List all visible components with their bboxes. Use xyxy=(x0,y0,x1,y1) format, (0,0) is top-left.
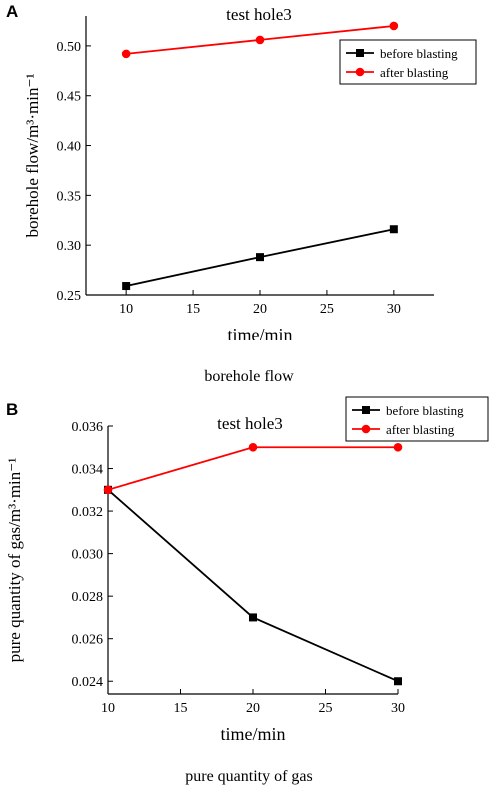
legend-marker xyxy=(361,424,371,434)
data-point-after-blasting xyxy=(393,442,403,452)
data-point-before-blasting xyxy=(249,613,257,622)
chart-pure-quantity-of-gas: 0.024 0.026 0.028 0.030 0.032 0.034 0.036 10 15 2… xyxy=(5,396,489,744)
legend-label-before-blasting: before blasting xyxy=(380,46,458,61)
data-point-after-blasting xyxy=(103,485,113,495)
data-point-after-blasting xyxy=(389,21,399,31)
x-tick-label: 10 xyxy=(119,302,133,317)
x-axis-label: time/min xyxy=(221,724,286,744)
data-point-after-blasting xyxy=(255,35,265,45)
y-tick-label: 0.032 xyxy=(72,505,104,520)
series-line-before-blasting xyxy=(107,489,399,683)
x-tick-label: 30 xyxy=(391,701,405,716)
x-tick-label: 20 xyxy=(246,701,260,716)
chart-borehole-flow: 0.25 0.30 0.35 0.40 0.45 0.50 10 15 20 25 30 test h… xyxy=(23,5,477,340)
y-tick-label: 0.036 xyxy=(72,420,104,435)
caption-pure-quantity-of-gas: pure quantity of gas xyxy=(185,768,313,785)
y-tick-label: 0.034 xyxy=(72,463,104,478)
x-tick-label: 25 xyxy=(319,701,333,716)
legend-box xyxy=(339,39,477,85)
y-tick-label: 0.25 xyxy=(57,289,82,304)
legend-marker xyxy=(355,67,365,77)
chart-title: test hole3 xyxy=(226,5,292,24)
data-point-before-blasting xyxy=(389,225,398,234)
data-point-before-blasting xyxy=(122,282,131,291)
panel-b-label: B xyxy=(6,400,19,419)
data-point-after-blasting xyxy=(121,49,131,59)
x-tick-label: 15 xyxy=(186,302,200,317)
x-axis-label: time/min xyxy=(228,325,293,340)
y-tick-label: 0.35 xyxy=(57,189,82,204)
legend-label-before-blasting: before blasting xyxy=(386,403,464,418)
x-tick-label: 10 xyxy=(101,701,115,716)
legend-box xyxy=(345,396,489,442)
x-tick-label: 15 xyxy=(174,701,188,716)
x-tick-label: 30 xyxy=(387,302,401,317)
legend-marker xyxy=(362,406,370,414)
legend-marker xyxy=(356,49,364,57)
chart-title: test hole3 xyxy=(217,414,283,433)
y-tick-label: 0.028 xyxy=(72,590,104,605)
y-tick-label: 0.024 xyxy=(72,675,104,690)
y-tick-label: 0.026 xyxy=(72,633,104,648)
y-tick-label: 0.030 xyxy=(72,548,104,563)
y-tick-label: 0.45 xyxy=(57,90,82,105)
data-point-after-blasting xyxy=(248,442,258,452)
caption-borehole-flow: borehole flow xyxy=(204,368,294,385)
x-tick-label: 25 xyxy=(320,302,334,317)
data-point-before-blasting xyxy=(256,253,264,262)
series-line-after-blasting xyxy=(107,446,398,491)
data-point-before-blasting xyxy=(394,677,402,686)
y-tick-label: 0.40 xyxy=(57,140,82,155)
y-tick-label: 0.30 xyxy=(57,239,82,254)
x-tick-label: 20 xyxy=(253,302,267,317)
y-axis-label: borehole flow/m³·min⁻¹ xyxy=(23,73,42,237)
legend-label-after-blasting: after blasting xyxy=(386,422,455,437)
y-axis-label: pure quantity of gas/m³·min⁻¹ xyxy=(5,458,24,663)
y-tick-label: 0.50 xyxy=(57,40,82,55)
legend-label-after-blasting: after blasting xyxy=(380,65,449,80)
panel-a-label: A xyxy=(6,2,19,21)
